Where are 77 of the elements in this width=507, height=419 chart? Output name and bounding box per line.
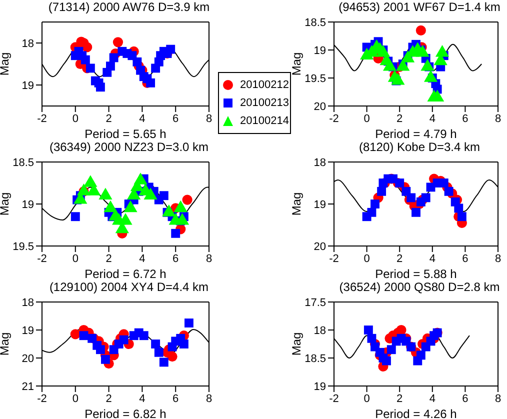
y-tick-label: 19 (22, 324, 34, 337)
x-axis-title: Period = 6.72 h (84, 267, 166, 281)
x-tick-label: 8 (494, 112, 502, 125)
x-tick-label: -2 (37, 392, 47, 405)
x-tick-label: 4 (429, 252, 436, 265)
x-tick-label: 4 (429, 392, 436, 405)
y-tick-label: 19 (22, 198, 34, 211)
y-axis-title: Mag (289, 332, 304, 356)
x-axis-title: Period = 6.82 h (84, 407, 166, 419)
x-tick-label: 8 (206, 112, 212, 125)
chart-title: (94653) 2001 WF67 D=1.4 km (338, 0, 502, 15)
x-tick-label: -2 (329, 392, 339, 405)
y-tick-label: 20 (314, 240, 326, 253)
y-tick-label: 19.5 (12, 240, 34, 253)
x-tick-label: 0 (364, 392, 370, 405)
y-tick-label: 18 (314, 324, 326, 337)
x-tick-label: 4 (139, 392, 146, 405)
x-tick-label: -2 (37, 252, 47, 265)
x-tick-label: 4 (139, 112, 146, 125)
x-tick-label: 8 (206, 392, 212, 405)
x-axis-title: Period = 4.26 h (375, 407, 457, 419)
x-tick-label: 6 (172, 252, 179, 265)
y-axis-title: Mag (289, 192, 304, 216)
x-tick-label: 2 (106, 252, 112, 265)
x-tick-label: 0 (72, 252, 78, 265)
y-tick-label: 19 (314, 44, 326, 57)
chart-title: (36524) 2000 QS80 D=2.8 km (338, 280, 501, 295)
chart-title: (8120) Kobe D=3.4 km (358, 140, 482, 155)
y-tick-label: 21 (22, 380, 34, 393)
x-tick-label: 6 (172, 392, 179, 405)
y-tick-label: 20 (314, 100, 326, 113)
y-tick-label: 18 (22, 38, 34, 50)
legend-label: 20100214 (240, 115, 289, 127)
x-tick-label: 4 (429, 112, 436, 125)
x-tick-label: 0 (364, 112, 370, 125)
x-tick-label: -2 (329, 112, 339, 125)
y-tick-label: 19 (314, 380, 326, 393)
x-tick-label: 2 (106, 392, 112, 405)
x-tick-label: 2 (396, 112, 403, 125)
x-tick-label: 0 (72, 392, 78, 405)
y-axis-title: Mag (289, 52, 304, 76)
y-tick-label: 19 (314, 198, 326, 211)
x-tick-label: 0 (72, 112, 78, 125)
x-tick-label: -2 (329, 252, 339, 265)
x-axis-title: Period = 5.65 h (84, 127, 166, 141)
x-axis-title: Period = 4.79 h (375, 127, 457, 141)
y-tick-label: 18 (314, 156, 326, 169)
x-tick-label: 8 (494, 392, 502, 405)
x-tick-label: 6 (462, 112, 468, 125)
x-tick-label: 2 (396, 392, 403, 405)
y-tick-label: 18.5 (12, 156, 34, 169)
y-tick-label: 18.5 (304, 16, 326, 29)
x-tick-label: 2 (396, 252, 403, 265)
chart-title: (36349) 2000 NZ23 D=3.0 km (48, 140, 210, 155)
chart-title: (71314) 2000 AW76 D=3.9 km (47, 0, 211, 15)
y-axis-title: Mag (0, 332, 12, 356)
chart-title: (129100) 2004 XY4 D=4.4 km (48, 280, 210, 295)
legend-label: 20100212 (240, 79, 289, 91)
x-axis-title: Period = 5.88 h (375, 267, 457, 281)
y-tick-label: 19.5 (304, 72, 326, 85)
y-tick-label: 17.5 (304, 296, 326, 309)
x-tick-label: 8 (494, 252, 502, 265)
x-tick-label: 4 (139, 252, 146, 265)
x-tick-label: 8 (206, 252, 212, 265)
x-tick-label: 6 (172, 112, 179, 125)
y-tick-label: 18.5 (304, 352, 326, 365)
x-tick-label: -2 (37, 112, 47, 125)
legend-label: 20100213 (240, 97, 289, 109)
y-tick-label: 20 (22, 352, 34, 365)
y-tick-label: 18 (22, 296, 34, 309)
y-tick-label: 19 (22, 80, 34, 92)
x-tick-label: 6 (462, 392, 468, 405)
x-tick-label: 6 (462, 252, 468, 265)
y-axis-title: Mag (0, 192, 12, 216)
y-axis-title: Mag (0, 52, 12, 76)
x-tick-label: 2 (106, 112, 112, 125)
x-tick-label: 0 (364, 252, 370, 265)
